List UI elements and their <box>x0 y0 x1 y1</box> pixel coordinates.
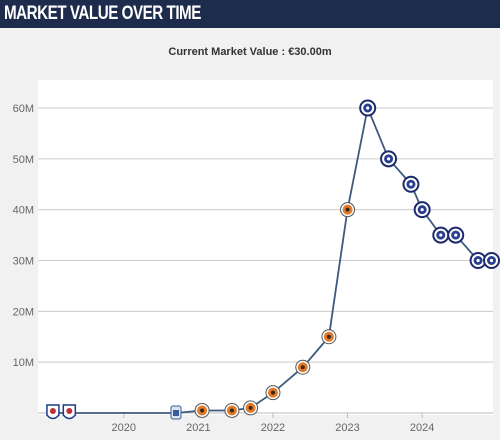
data-point[interactable] <box>447 226 465 244</box>
x-tick-label: 2023 <box>335 422 359 434</box>
club-crest-center <box>420 208 424 212</box>
data-point[interactable] <box>194 402 210 418</box>
data-points[interactable] <box>46 99 500 420</box>
x-axis: 2020 2021 2022 2023 2024 <box>112 413 434 434</box>
data-point[interactable] <box>380 150 398 168</box>
data-point[interactable] <box>46 404 60 420</box>
y-tick-label: 60M <box>13 103 34 115</box>
data-point[interactable] <box>321 329 337 345</box>
club-crest-center <box>386 157 391 161</box>
data-point[interactable] <box>483 252 500 269</box>
x-tick-label: 2024 <box>410 422 434 434</box>
club-crest-center <box>200 408 205 413</box>
data-point[interactable] <box>402 175 420 193</box>
x-tick-label: 2021 <box>186 422 210 434</box>
club-crest-center <box>489 258 494 263</box>
club-crest-center <box>248 405 253 410</box>
data-point[interactable] <box>413 201 431 219</box>
y-tick-label: 20M <box>13 306 34 318</box>
section-title: MARKET VALUE OVER TIME <box>4 3 201 24</box>
data-point[interactable] <box>265 385 281 401</box>
y-tick-label: 50M <box>13 154 34 166</box>
club-crest-inner <box>172 410 179 416</box>
club-crest-center <box>270 390 275 395</box>
y-tick-label: 30M <box>13 256 34 268</box>
club-crest-center <box>439 233 443 237</box>
y-axis: 10M 20M 30M 40M 50M 60M <box>13 103 34 369</box>
data-point[interactable] <box>359 99 377 117</box>
data-point[interactable] <box>224 402 240 418</box>
club-crest-inner <box>66 408 73 414</box>
data-point[interactable] <box>170 405 182 420</box>
section-header: MARKET VALUE OVER TIME <box>0 0 500 28</box>
y-tick-label: 40M <box>13 205 34 217</box>
data-point[interactable] <box>243 400 259 416</box>
x-tick-label: 2022 <box>261 422 285 434</box>
plot-area <box>38 80 493 415</box>
data-point[interactable] <box>62 404 77 420</box>
club-crest-center <box>366 106 370 110</box>
data-point[interactable] <box>340 202 356 218</box>
club-crest-center <box>476 258 480 263</box>
club-crest-center <box>229 408 234 413</box>
club-crest-inner <box>49 408 56 414</box>
x-tick-label: 2020 <box>112 422 136 434</box>
club-crest-center <box>345 207 350 212</box>
club-crest-center <box>409 182 413 186</box>
club-crest-center <box>300 365 305 370</box>
data-point[interactable] <box>295 359 311 375</box>
y-tick-label: 10M <box>13 357 34 369</box>
club-crest-center <box>326 334 331 339</box>
chart-subtitle: Current Market Value : €30.00m <box>168 46 332 58</box>
data-point[interactable] <box>432 226 450 244</box>
club-crest-center <box>454 233 458 237</box>
